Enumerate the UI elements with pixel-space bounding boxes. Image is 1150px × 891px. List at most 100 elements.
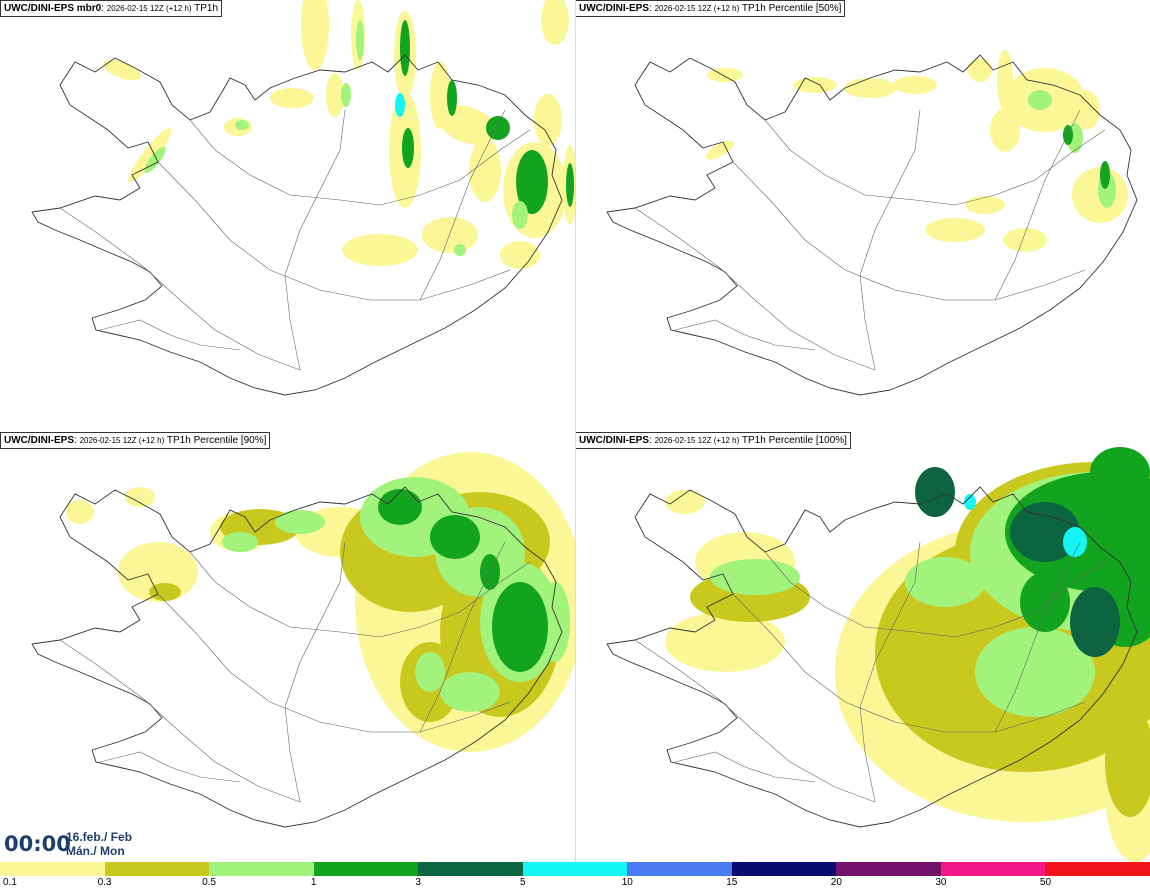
precip-area (422, 217, 478, 253)
precip-area (915, 467, 955, 517)
precip-area (400, 20, 410, 76)
precip-area (707, 68, 743, 82)
coastline (31, 54, 563, 396)
precip-area (235, 120, 249, 130)
boundary-line (732, 593, 1086, 733)
precip-area (66, 500, 94, 524)
precip-area (454, 244, 466, 256)
boundary-line (284, 109, 346, 371)
panel-run: 2026-02-15 12Z (+12 h) (79, 436, 165, 445)
precip-area (222, 532, 258, 552)
precip-area (1063, 125, 1073, 145)
precip-area (990, 108, 1020, 152)
valid-date-line2: Mán./ Mon (66, 844, 125, 858)
precip-area (705, 140, 735, 160)
map-panel-p50: UWC/DINI-EPS: 2026-02-15 12Z (+12 h) TP1… (575, 0, 1150, 430)
legend-label: 0.5 (202, 877, 217, 888)
precip-area (540, 582, 570, 662)
panel-divider (575, 0, 576, 862)
precip-area (103, 59, 141, 81)
panel-run: 2026-02-15 12Z (+12 h) (654, 436, 740, 445)
precip-map (31, 0, 575, 396)
legend-label: 15 (726, 877, 738, 888)
panel-field: TP1h Percentile [100%] (741, 435, 847, 446)
legend-swatch (522, 862, 628, 876)
legend-label: 50 (1039, 877, 1052, 888)
legend-swatch (313, 862, 419, 876)
boundary-line (189, 551, 531, 638)
boundary-line (419, 541, 506, 733)
precip-area (844, 78, 896, 98)
panel-model: UWC/DINI-EPS (4, 435, 74, 446)
precip-area (469, 138, 501, 202)
precip-area (968, 58, 992, 82)
coastline (31, 486, 563, 828)
precip-area (440, 672, 500, 712)
precip-area (1010, 502, 1080, 562)
legend-label: 3 (415, 877, 421, 888)
precip-map (606, 50, 1138, 396)
precip-area (541, 0, 569, 45)
precip-area (1100, 161, 1110, 189)
legend-swatch (0, 862, 105, 876)
boundary-line (157, 161, 511, 301)
precip-area (486, 116, 510, 140)
valid-date: 16.feb./ Feb Mán./ Mon (66, 830, 132, 858)
legend-swatch (418, 862, 523, 876)
precip-area (395, 93, 405, 117)
precip-area (793, 77, 837, 93)
valid-time: 00:00 (4, 832, 71, 856)
precip-area (149, 583, 181, 601)
boundary-line (994, 541, 1081, 733)
precip-map (31, 452, 575, 828)
precip-area (710, 559, 800, 595)
legend-swatch (731, 862, 837, 876)
precip-area (925, 218, 985, 242)
legend-label: 20 (830, 877, 842, 888)
boundary-line (99, 319, 241, 351)
precip-area (665, 612, 785, 672)
boundary-line (59, 207, 301, 371)
boundary-line (764, 551, 1106, 638)
panel-run: 2026-02-15 12Z (+12 h) (654, 4, 740, 13)
coastline (606, 54, 1138, 396)
boundary-line (674, 319, 816, 351)
panel-model: UWC/DINI-EPS (579, 435, 649, 446)
panel-run: 2026-02-15 12Z (+12 h) (106, 4, 192, 13)
precip-area (270, 88, 314, 108)
precip-area (516, 150, 548, 214)
precip-area (512, 201, 528, 229)
precip-area (975, 627, 1095, 717)
panel-field: TP1h Percentile [90%] (166, 435, 267, 446)
precip-area (342, 234, 418, 266)
precip-area (1020, 572, 1070, 632)
precip-area (1070, 90, 1100, 130)
precip-area (1070, 587, 1120, 657)
legend-label: 5 (519, 877, 526, 888)
boundary-line (994, 109, 1081, 301)
precip-area (378, 489, 422, 525)
precip-area (1028, 90, 1052, 110)
panel-title: UWC/DINI-EPS: 2026-02-15 12Z (+12 h) TP1… (575, 0, 846, 17)
precip-area (566, 163, 574, 207)
precip-area (1003, 228, 1047, 252)
legend-label: 0.3 (97, 877, 112, 888)
boundary-line (732, 161, 1086, 301)
precip-area (1105, 707, 1150, 817)
precip-map (606, 447, 1150, 862)
boundary-line (634, 639, 876, 803)
precip-area (893, 76, 937, 94)
precip-area (964, 494, 976, 510)
precip-area (415, 652, 445, 692)
precip-area (430, 515, 480, 559)
boundary-line (99, 751, 241, 783)
precip-area (275, 510, 325, 534)
panel-field: TP1h Percentile [50%] (741, 3, 842, 14)
precip-area (439, 105, 497, 145)
legend-swatch (627, 862, 732, 876)
legend-labels: 0.1 0.3 0.5 1 3 5 10 15 20 30 50 (0, 876, 1150, 891)
precip-area (326, 73, 344, 117)
boundary-line (674, 751, 816, 783)
map-panel-mbr0: UWC/DINI-EPS mbr0: 2026-02-15 12Z (+12 h… (0, 0, 575, 430)
legend-swatch (940, 862, 1046, 876)
